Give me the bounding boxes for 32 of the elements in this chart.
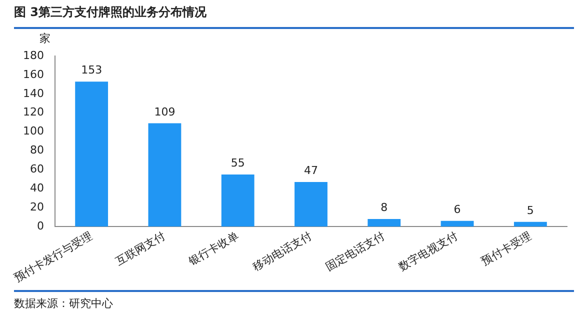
y-tick-label: 40 (30, 182, 44, 195)
x-tick-label: 数字电视支付 (396, 229, 460, 274)
y-tick-label: 140 (22, 86, 44, 100)
bar (368, 218, 401, 227)
bar (148, 123, 182, 227)
data-label: 55 (230, 156, 245, 170)
x-tick-label: 移动电话支付 (250, 229, 314, 274)
chart-title: 图 3第三方支付牌照的业务分布情况 (14, 4, 574, 29)
y-tick-label: 180 (22, 48, 44, 62)
y-tick-label: 120 (22, 106, 44, 119)
x-tick-label: 固定电话支付 (323, 229, 388, 274)
source-note: 数据来源：研究中心 (14, 290, 574, 311)
bar (221, 174, 254, 227)
x-tick-label: 互联网支付 (114, 229, 168, 268)
bar (75, 82, 108, 227)
y-tick-label: 60 (30, 162, 44, 176)
y-tick-label: 100 (22, 124, 44, 138)
data-label: 5 (526, 204, 534, 217)
data-label: 153 (81, 64, 102, 77)
x-tick-label: 银行卡收单 (186, 229, 241, 268)
y-tick-label: 160 (22, 68, 44, 81)
bar (514, 222, 547, 227)
data-label: 6 (454, 202, 461, 216)
data-label: 8 (380, 200, 388, 214)
x-tick-label: 预付卡受理 (479, 229, 534, 268)
y-tick-label: 80 (30, 144, 44, 157)
bar (294, 182, 328, 227)
bar (440, 220, 474, 227)
data-label: 47 (304, 164, 318, 178)
data-label: 109 (154, 105, 176, 118)
y-axis-title: 家 (39, 32, 50, 45)
y-tick-label: 20 (30, 200, 44, 214)
